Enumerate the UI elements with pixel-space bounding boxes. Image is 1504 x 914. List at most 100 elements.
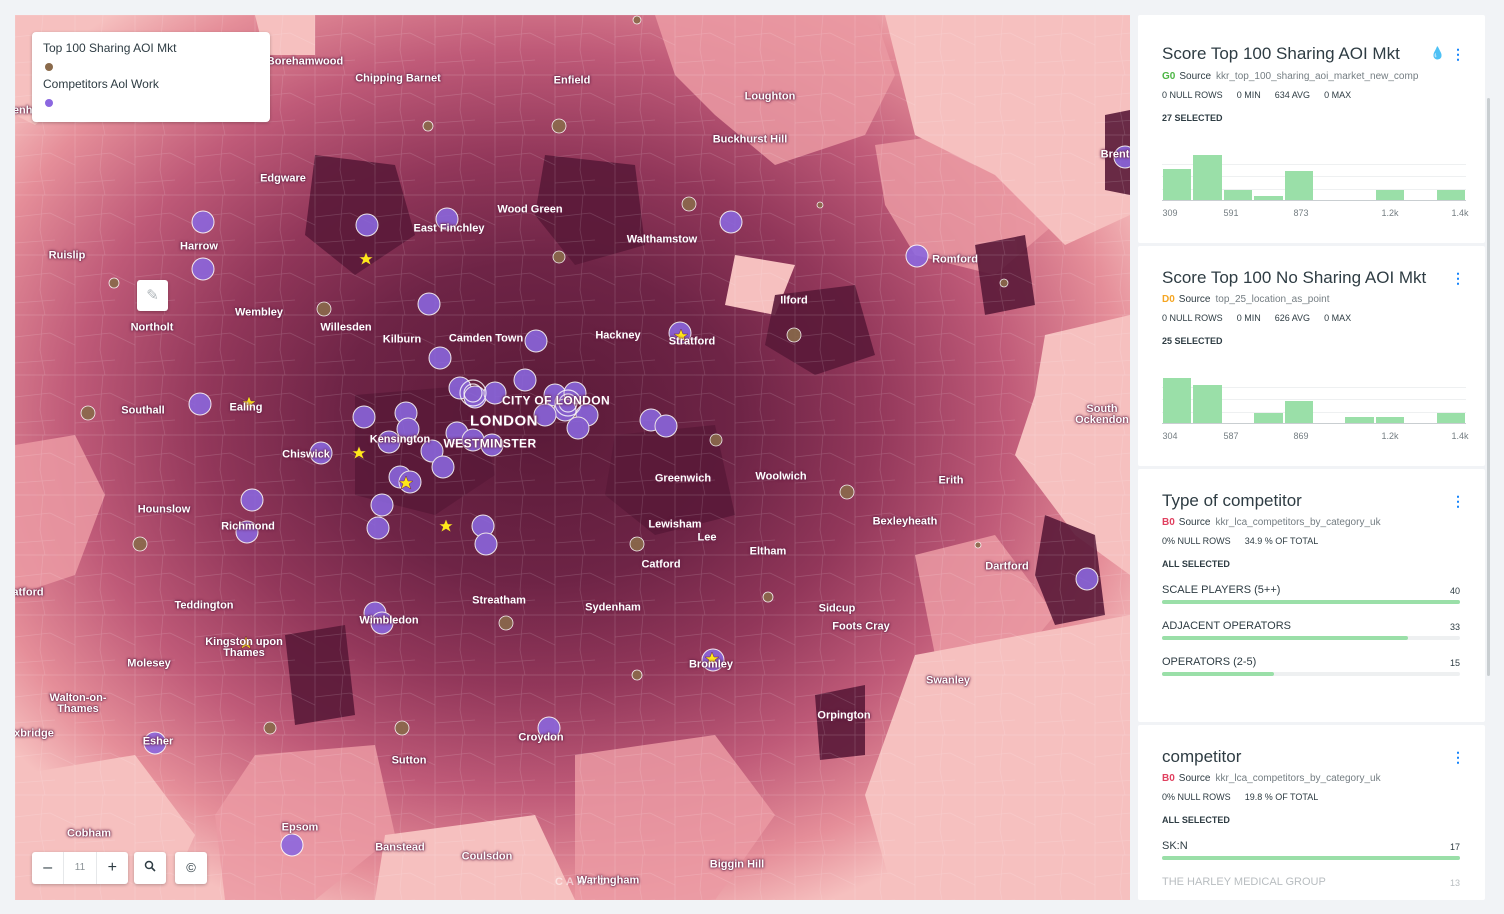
source-table: kkr_lca_competitors_by_category_uk bbox=[1215, 773, 1381, 784]
category-bar bbox=[1162, 600, 1460, 604]
source-node: G0 bbox=[1162, 71, 1176, 82]
histogram-axis bbox=[1162, 423, 1466, 424]
zoom-level: 11 bbox=[63, 852, 97, 884]
drop-icon[interactable]: 💧 bbox=[1430, 46, 1445, 60]
histogram-bar[interactable] bbox=[1375, 189, 1405, 201]
histogram-tick-label: 1.4k bbox=[1451, 208, 1469, 218]
source-node: D0 bbox=[1162, 294, 1175, 305]
category-item[interactable]: OPERATORS (2-5) 15 bbox=[1162, 656, 1460, 676]
histogram-bar[interactable] bbox=[1163, 378, 1192, 424]
source-node: B0 bbox=[1162, 517, 1175, 528]
histogram-bar[interactable] bbox=[1284, 401, 1313, 424]
map-canvas[interactable]: Borehamwood Chipping Barnet Enfield Loug… bbox=[15, 15, 1130, 900]
stat-of-total: 19.8 % OF TOTAL bbox=[1244, 792, 1319, 802]
histogram-axis bbox=[1162, 200, 1466, 201]
histogram[interactable] bbox=[1162, 374, 1466, 424]
histogram-bar[interactable] bbox=[1193, 155, 1222, 201]
histogram-bar[interactable] bbox=[1223, 189, 1253, 201]
widget-source: B0 Source kkr_lca_competitors_by_category_… bbox=[1162, 517, 1381, 528]
histogram-tick-label: 309 bbox=[1162, 208, 1178, 218]
widget-source: B0 Source kkr_lca_competitors_by_category_… bbox=[1162, 773, 1381, 784]
widget-stats: 0% NULL ROWS 19.8 % OF TOTAL bbox=[1162, 792, 1332, 802]
histogram[interactable] bbox=[1162, 151, 1466, 201]
widgets-panel[interactable]: Score Top 100 Sharing AOI Mkt 💧 ⋮ G0 Sour… bbox=[1138, 15, 1489, 900]
category-item[interactable]: THE HARLEY MEDICAL GROUP 13 bbox=[1162, 876, 1460, 888]
widget-menu-button[interactable]: ⋮ bbox=[1451, 46, 1465, 62]
category-count: 15 bbox=[1449, 658, 1460, 668]
category-name: OPERATORS (2-5) bbox=[1162, 656, 1257, 668]
category-bar bbox=[1162, 856, 1460, 860]
map-legend: Top 100 Sharing AOI Mkt Competitors Aol … bbox=[32, 32, 270, 122]
histogram-tick-label: 869 bbox=[1293, 431, 1309, 441]
copyright-icon: © bbox=[186, 860, 196, 875]
widget-menu-button[interactable]: ⋮ bbox=[1451, 749, 1465, 765]
widget-stats: 0 NULL ROWS 0 MIN 626 AVG 0 MAX bbox=[1162, 313, 1365, 323]
histogram-bar[interactable] bbox=[1436, 189, 1465, 201]
category-count: 40 bbox=[1449, 586, 1460, 596]
search-icon bbox=[144, 860, 156, 872]
panel-scrollbar[interactable] bbox=[1487, 98, 1490, 676]
source-label: Source bbox=[1179, 71, 1212, 82]
histogram-widget-1: Score Top 100 Sharing AOI Mkt 💧 ⋮ G0 Sour… bbox=[1138, 15, 1485, 243]
sharing-aoi-points bbox=[80, 15, 1009, 736]
histogram-bar[interactable] bbox=[1163, 168, 1192, 201]
stat-min: 0 MIN bbox=[1236, 313, 1261, 323]
pencil-icon: ✎ bbox=[146, 287, 159, 304]
search-button[interactable] bbox=[134, 852, 166, 884]
highlight-rings bbox=[459, 379, 582, 417]
histogram-bar[interactable] bbox=[1284, 171, 1313, 201]
histogram-tick-label: 591 bbox=[1223, 208, 1239, 218]
histogram-gridline bbox=[1162, 411, 1466, 413]
source-label: Source bbox=[1178, 517, 1211, 528]
histogram-bar[interactable] bbox=[1193, 384, 1222, 424]
category-count: 17 bbox=[1449, 842, 1460, 852]
category-name: THE HARLEY MEDICAL GROUP bbox=[1162, 876, 1326, 888]
histogram-tick-label: 873 bbox=[1293, 208, 1309, 218]
source-table: top_25_location_as_point bbox=[1215, 294, 1330, 305]
widget-menu-button[interactable]: ⋮ bbox=[1451, 493, 1465, 509]
widget-source: D0 Source top_25_location_as_point bbox=[1162, 294, 1329, 305]
category-bar-track bbox=[1162, 672, 1460, 676]
category-widget-competitor: competitor ⋮ B0 Source kkr_lca_competitors… bbox=[1138, 725, 1485, 900]
stat-avg: 634 AVG bbox=[1274, 90, 1311, 100]
category-bar bbox=[1162, 636, 1408, 640]
choropleth-layer bbox=[15, 15, 1130, 900]
category-item[interactable]: SK:N 17 bbox=[1162, 840, 1460, 860]
edit-pencil-button[interactable]: ✎ bbox=[137, 280, 168, 311]
widget-source: G0 Source kkr_top_100_sharing_aoi_market_n… bbox=[1162, 71, 1418, 82]
category-name: SCALE PLAYERS (5++) bbox=[1162, 584, 1281, 596]
histogram-tick-label: 304 bbox=[1162, 431, 1178, 441]
category-name: SK:N bbox=[1162, 840, 1188, 852]
stat-min: 0 MIN bbox=[1236, 90, 1261, 100]
source-table: kkr_lca_competitors_by_category_uk bbox=[1215, 517, 1381, 528]
histogram-bar[interactable] bbox=[1254, 412, 1283, 424]
widget-menu-button[interactable]: ⋮ bbox=[1451, 270, 1465, 286]
source-node: B0 bbox=[1162, 773, 1175, 784]
histogram-tick-label: 587 bbox=[1223, 431, 1239, 441]
zoom-out-button[interactable]: – bbox=[43, 859, 53, 876]
zoom-in-button[interactable]: + bbox=[107, 859, 117, 876]
histogram-bar[interactable] bbox=[1345, 417, 1374, 424]
histogram-bar[interactable] bbox=[1375, 417, 1405, 424]
category-bar-track bbox=[1162, 600, 1460, 604]
histogram-gridline bbox=[1162, 386, 1466, 388]
category-item[interactable]: ADJACENT OPERATORS 33 bbox=[1162, 620, 1460, 640]
stat-null-rows: 0% NULL ROWS bbox=[1162, 792, 1231, 802]
source-label: Source bbox=[1178, 294, 1211, 305]
histogram-bar[interactable] bbox=[1254, 196, 1283, 201]
selection-count: 27 SELECTED bbox=[1162, 113, 1223, 123]
histogram-gridline bbox=[1162, 188, 1466, 190]
zoom-control: – 11 + bbox=[32, 852, 128, 884]
stat-null-rows: 0 NULL ROWS bbox=[1162, 90, 1223, 100]
attribution-button[interactable]: © bbox=[175, 852, 207, 884]
histogram-tick-label: 1.4k bbox=[1451, 431, 1469, 441]
histogram-bar[interactable] bbox=[1436, 412, 1465, 424]
category-item[interactable]: SCALE PLAYERS (5++) 40 bbox=[1162, 584, 1460, 604]
category-bar bbox=[1162, 672, 1274, 676]
widget-title: competitor bbox=[1162, 747, 1242, 766]
histogram-ticks: 304 587 869 1.2k 1.4k bbox=[1162, 431, 1472, 443]
selection-state: ALL SELECTED bbox=[1162, 815, 1230, 825]
category-bar-track bbox=[1162, 636, 1460, 640]
category-bar-track bbox=[1162, 856, 1460, 860]
